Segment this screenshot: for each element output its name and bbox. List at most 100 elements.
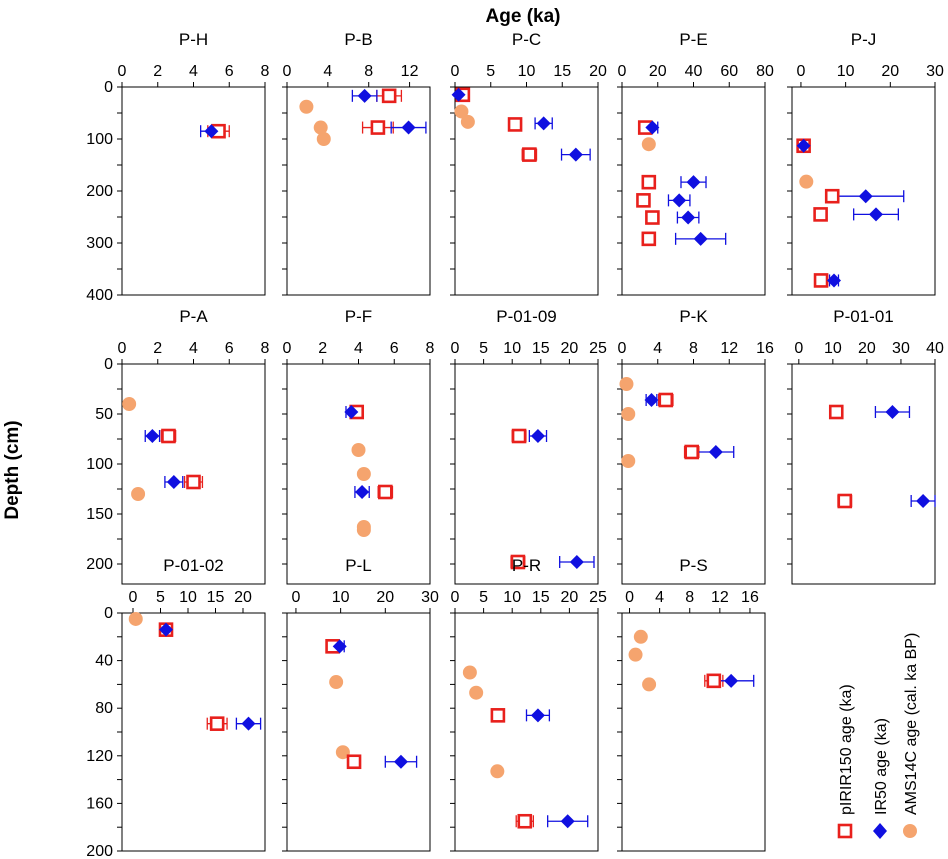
y-tick-label: 50 (95, 406, 113, 423)
x-tick-label: 20 (561, 340, 579, 357)
panel-frame (621, 363, 766, 585)
legend: pIRIR150 age (ka) IR50 age (ka) AMS14C age… (837, 633, 920, 839)
ams-point (621, 407, 636, 421)
ams-point (122, 397, 137, 411)
x-tick-label: 0 (129, 589, 138, 606)
pirir-point (186, 474, 201, 490)
ams-point (469, 685, 484, 700)
ir50-point (530, 429, 545, 443)
x-tick-label: 2 (153, 340, 162, 357)
x-tick-label: 5 (486, 63, 495, 80)
x-tick-label: 8 (685, 589, 694, 606)
legend-label-ir50: IR50 age (ka) (873, 718, 890, 815)
panel-frame (286, 612, 431, 852)
x-tick-label: 16 (741, 589, 759, 606)
x-tick-label: 0 (794, 340, 803, 357)
y-tick-label: 160 (86, 795, 113, 812)
panel-p-e: P-E 0 20 40 60 80 (617, 30, 774, 296)
x-tick-label: 20 (649, 63, 667, 80)
ir50-point (796, 138, 811, 153)
x-tick-label: 20 (376, 589, 394, 606)
panel-title: P-J (851, 30, 877, 49)
x-tick-label: 20 (881, 63, 899, 80)
panel-title: P-01-02 (163, 556, 223, 575)
ir50-point (645, 120, 660, 135)
ams-point (628, 647, 643, 662)
x-tick-label: 4 (323, 63, 332, 80)
ams-point (313, 120, 328, 135)
panel-frame (286, 86, 431, 296)
x-tick-label: 0 (118, 63, 127, 80)
ams-point (619, 377, 634, 391)
panel-title: P-H (179, 30, 208, 49)
ir50-point (644, 393, 659, 407)
x-tick-label: 20 (561, 589, 579, 606)
x-tick-label: 30 (892, 340, 910, 357)
x-tick-label: 8 (261, 63, 270, 80)
ir50-point (672, 193, 687, 208)
panel-p-j: P-J 0 10 20 30 (787, 30, 944, 296)
panel-frame (454, 86, 599, 296)
pirir-point (490, 708, 506, 723)
pirir-point (706, 673, 722, 689)
panel-p-l: P-L 0 10 20 30 (282, 556, 439, 852)
ir50-point (204, 124, 219, 139)
ams-point (128, 611, 143, 626)
panel-p-b: P-B 0 4 8 12 (282, 30, 431, 296)
ams-point (299, 99, 314, 114)
x-tick-label: 10 (179, 589, 197, 606)
y-axis-title: Depth (cm) (2, 420, 23, 519)
pirir-point (828, 404, 844, 420)
x-tick-label: 0 (118, 340, 127, 357)
ir50-point (536, 116, 551, 131)
panel-p-01-09: P-01-09 0 5 10 15 20 25 (450, 307, 607, 585)
x-tick-label: 0 (796, 63, 805, 80)
x-tick-label: 10 (332, 589, 350, 606)
pirir-point (346, 754, 362, 770)
panel-frame (791, 363, 936, 585)
panel-title: P-B (344, 30, 372, 49)
ir50-point (869, 207, 884, 222)
pirir-point (511, 428, 527, 444)
y-tick-label: 200 (86, 183, 113, 200)
x-tick-label: 10 (503, 340, 521, 357)
x-tick-label: 40 (926, 340, 944, 357)
y-tick-label: 40 (95, 653, 113, 670)
pirir-point (837, 493, 853, 509)
panel-p-k: P-K 0 4 8 12 16 (617, 307, 774, 585)
panel-title: P-K (679, 307, 708, 326)
x-tick-label: 8 (689, 340, 698, 357)
panel-title: P-C (512, 30, 541, 49)
ams-point (356, 467, 371, 481)
x-axis-title: Age (ka) (486, 6, 561, 27)
ir50-point (344, 405, 359, 419)
ams-point (329, 675, 344, 690)
x-tick-label: 12 (401, 63, 419, 80)
ir50-point (530, 708, 545, 723)
panel-frame (121, 363, 266, 585)
pirir-point (645, 210, 660, 225)
panel-title: P-R (512, 556, 541, 575)
x-tick-label: 25 (589, 589, 607, 606)
x-tick-label: 5 (479, 340, 488, 357)
x-tick-label: 15 (207, 589, 225, 606)
y-tick-label: 300 (86, 235, 113, 252)
panel-p-01-01: P-01-01 0 10 20 30 40 (787, 307, 944, 585)
ams-point (356, 523, 371, 537)
ams-point (335, 745, 350, 760)
panel-title: P-L (345, 556, 371, 575)
pirir-point (378, 484, 393, 500)
ams-point (799, 174, 814, 189)
x-tick-label: 0 (283, 63, 292, 80)
ir50-point (858, 189, 873, 204)
y-tick-label: 0 (104, 79, 113, 96)
pirir-point (824, 188, 840, 204)
panel-title: P-01-09 (496, 307, 556, 326)
pirir-point (636, 193, 651, 208)
x-tick-label: 12 (720, 340, 738, 357)
panel-p-a: P-A 0 2 4 6 8 0 50 100 150 200 (86, 307, 270, 585)
ir50-point (885, 405, 900, 419)
panel-title: P-S (679, 556, 707, 575)
